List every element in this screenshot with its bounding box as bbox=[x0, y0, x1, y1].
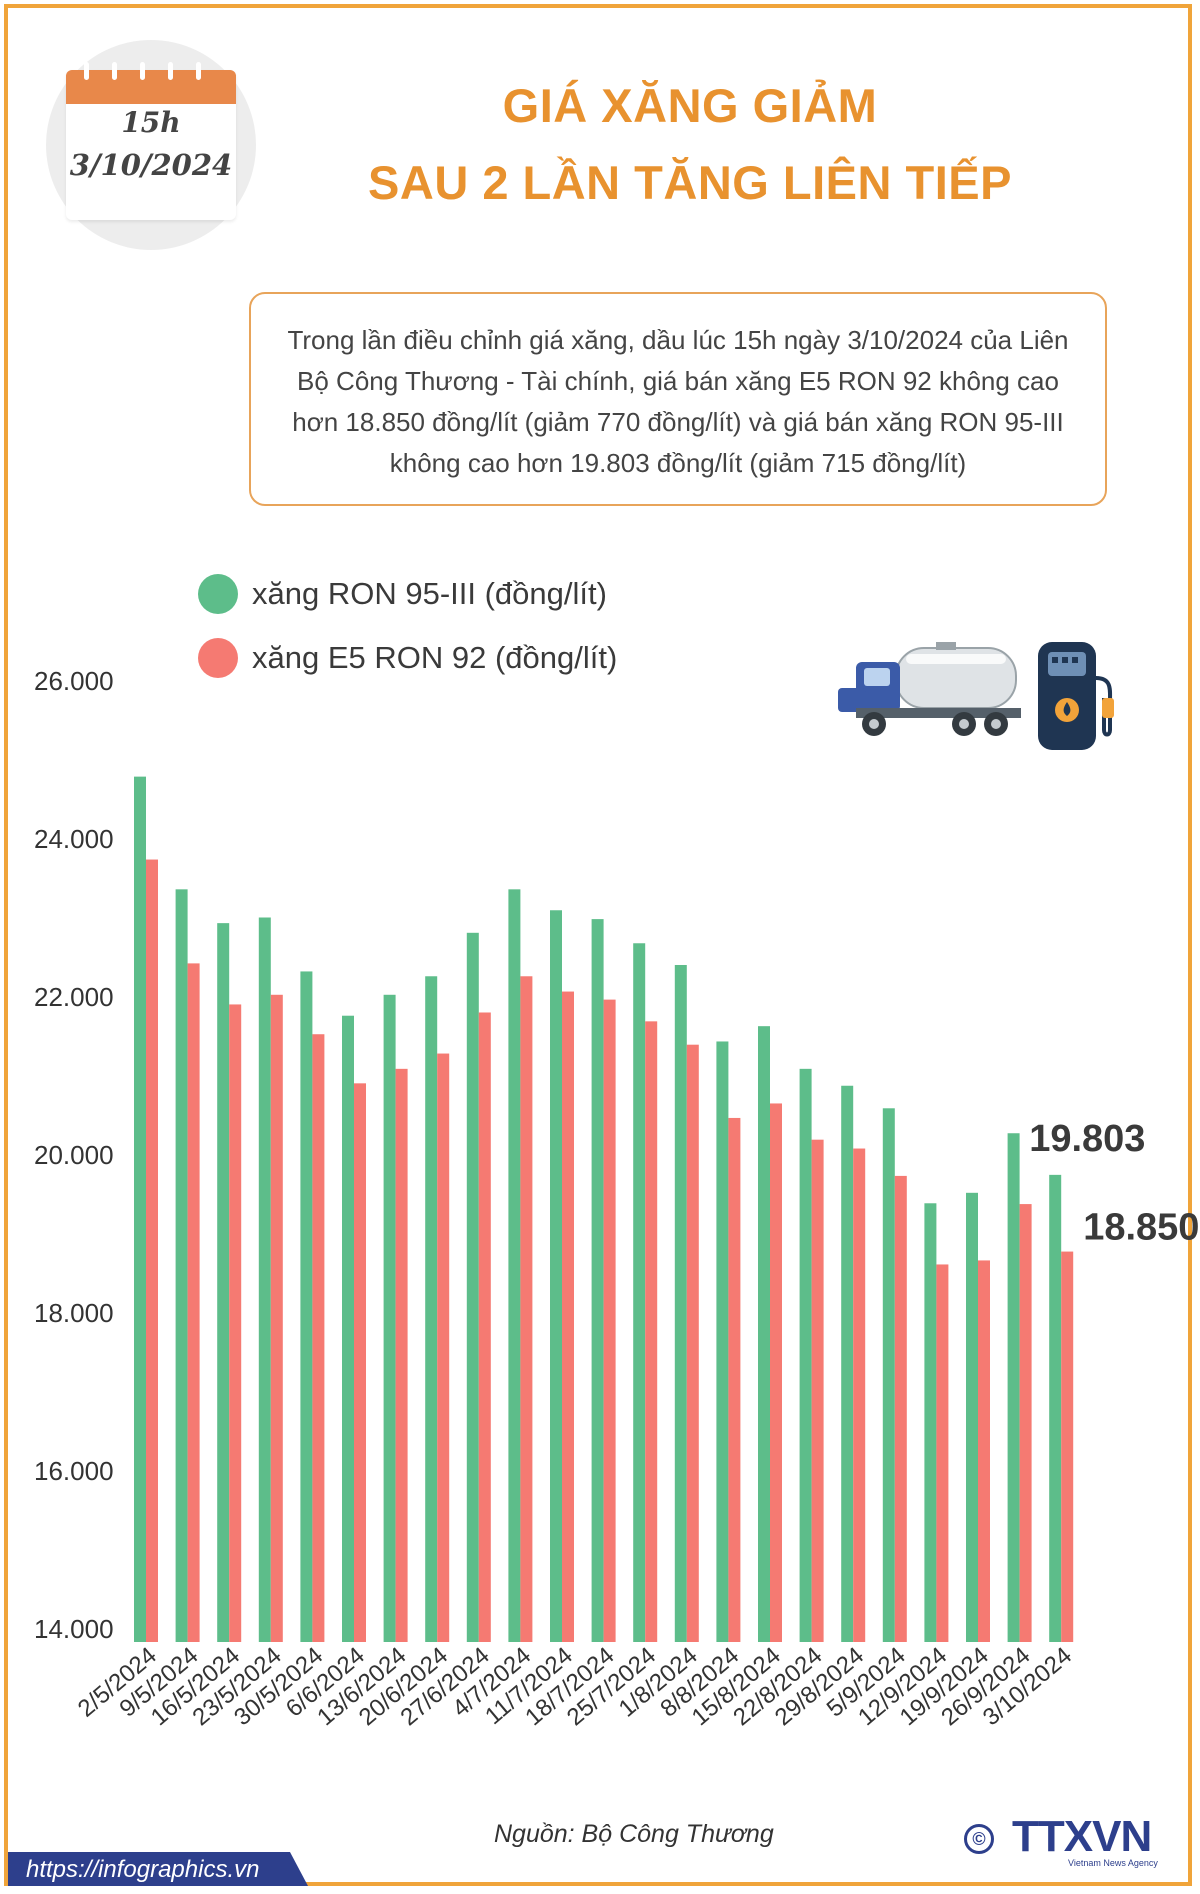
y-tick-label: 26.000 bbox=[34, 666, 114, 696]
bar-ron95 bbox=[674, 964, 687, 1642]
bar-e5 bbox=[395, 1068, 408, 1642]
bar-ron95 bbox=[550, 910, 562, 1642]
bar-ron95 bbox=[841, 1085, 854, 1642]
bar-e5 bbox=[187, 963, 200, 1642]
value-annotation: 19.803 bbox=[1029, 1118, 1145, 1160]
bar-e5 bbox=[146, 859, 158, 1642]
bar-e5 bbox=[270, 994, 283, 1642]
page-title-line2: SAU 2 LẦN TĂNG LIÊN TIẾP bbox=[368, 156, 1012, 209]
bar-ron95 bbox=[966, 1192, 978, 1642]
bar-ron95 bbox=[508, 889, 521, 1642]
bar-e5 bbox=[229, 1004, 242, 1642]
bar-e5 bbox=[978, 1260, 990, 1642]
bar-e5 bbox=[562, 991, 574, 1642]
bar-ron95 bbox=[591, 919, 604, 1642]
bar-ron95 bbox=[383, 994, 396, 1642]
bar-ron95 bbox=[466, 932, 479, 1642]
value-annotation: 18.850 bbox=[1083, 1207, 1199, 1249]
website-url[interactable]: https://infographics.vn bbox=[26, 1856, 260, 1883]
legend-item-e5: xăng E5 RON 92 (đồng/lít) bbox=[198, 636, 617, 680]
bar-ron95 bbox=[758, 1026, 770, 1642]
bar-e5 bbox=[811, 1139, 824, 1642]
bar-e5 bbox=[936, 1264, 949, 1642]
y-tick-label: 22.000 bbox=[34, 982, 114, 1012]
legend-item-ron95: xăng RON 95-III (đồng/lít) bbox=[198, 572, 607, 616]
bar-ron95 bbox=[1007, 1133, 1020, 1642]
source-credit: Nguồn: Bộ Công Thương bbox=[494, 1820, 774, 1848]
bar-e5 bbox=[770, 1103, 782, 1642]
copyright-icon: © bbox=[964, 1824, 994, 1854]
bar-e5 bbox=[894, 1175, 907, 1642]
page-title-line1: GIÁ XĂNG GIẢM bbox=[502, 79, 878, 132]
calendar-ring bbox=[196, 62, 201, 80]
y-tick-label: 20.000 bbox=[34, 1140, 114, 1170]
calendar-ring bbox=[168, 62, 173, 80]
page-frame bbox=[4, 4, 1192, 1886]
bar-e5 bbox=[312, 1034, 325, 1642]
ttxvn-logo: TTXVN bbox=[1012, 1812, 1152, 1861]
bar-e5 bbox=[728, 1117, 741, 1642]
bar-ron95 bbox=[175, 889, 188, 1642]
url-banner bbox=[8, 1852, 308, 1886]
calendar-ring bbox=[112, 62, 117, 80]
bar-ron95 bbox=[134, 776, 146, 1642]
bar-e5 bbox=[520, 976, 533, 1642]
bar-ron95 bbox=[633, 943, 646, 1642]
fuel-tanker-truck-icon bbox=[838, 642, 1021, 736]
calendar-time: 15h bbox=[121, 106, 181, 139]
calendar-ring bbox=[84, 62, 89, 80]
y-tick-label: 18.000 bbox=[34, 1298, 114, 1328]
bar-e5 bbox=[354, 1083, 366, 1642]
bar-e5 bbox=[603, 999, 616, 1642]
bar-e5 bbox=[437, 1053, 450, 1642]
bar-ron95 bbox=[425, 976, 438, 1642]
bar-ron95 bbox=[342, 1015, 354, 1642]
legend-swatch-ron95 bbox=[198, 574, 238, 614]
bar-ron95 bbox=[1049, 1174, 1062, 1642]
bar-ron95 bbox=[924, 1203, 937, 1642]
bar-e5 bbox=[853, 1148, 866, 1642]
y-tick-label: 16.000 bbox=[34, 1456, 114, 1486]
bar-e5 bbox=[478, 1012, 491, 1642]
bar-e5 bbox=[1061, 1251, 1074, 1642]
bar-ron95 bbox=[258, 917, 271, 1642]
fuel-pump-icon bbox=[1038, 642, 1114, 750]
calendar-ring bbox=[140, 62, 145, 80]
bar-ron95 bbox=[882, 1108, 895, 1642]
ttxvn-logo-subtitle: Vietnam News Agency bbox=[1068, 1858, 1158, 1868]
bar-e5 bbox=[686, 1044, 699, 1642]
bar-ron95 bbox=[799, 1068, 812, 1642]
legend-label-ron95: xăng RON 95-III (đồng/lít) bbox=[252, 576, 607, 611]
summary-note: Trong lần điều chỉnh giá xăng, dầu lúc 1… bbox=[249, 292, 1107, 506]
bar-ron95 bbox=[716, 1041, 729, 1642]
legend-swatch-e5 bbox=[198, 638, 238, 678]
bar-e5 bbox=[645, 1021, 658, 1642]
legend-label-e5: xăng E5 RON 92 (đồng/lít) bbox=[252, 640, 618, 675]
y-tick-label: 24.000 bbox=[34, 824, 114, 854]
bar-e5 bbox=[1019, 1204, 1032, 1642]
y-tick-label: 14.000 bbox=[34, 1614, 114, 1644]
calendar-date: 3/10/2024 bbox=[69, 148, 233, 182]
calendar-header-bar bbox=[66, 70, 236, 104]
bar-ron95 bbox=[217, 923, 230, 1642]
bar-ron95 bbox=[300, 971, 313, 1642]
